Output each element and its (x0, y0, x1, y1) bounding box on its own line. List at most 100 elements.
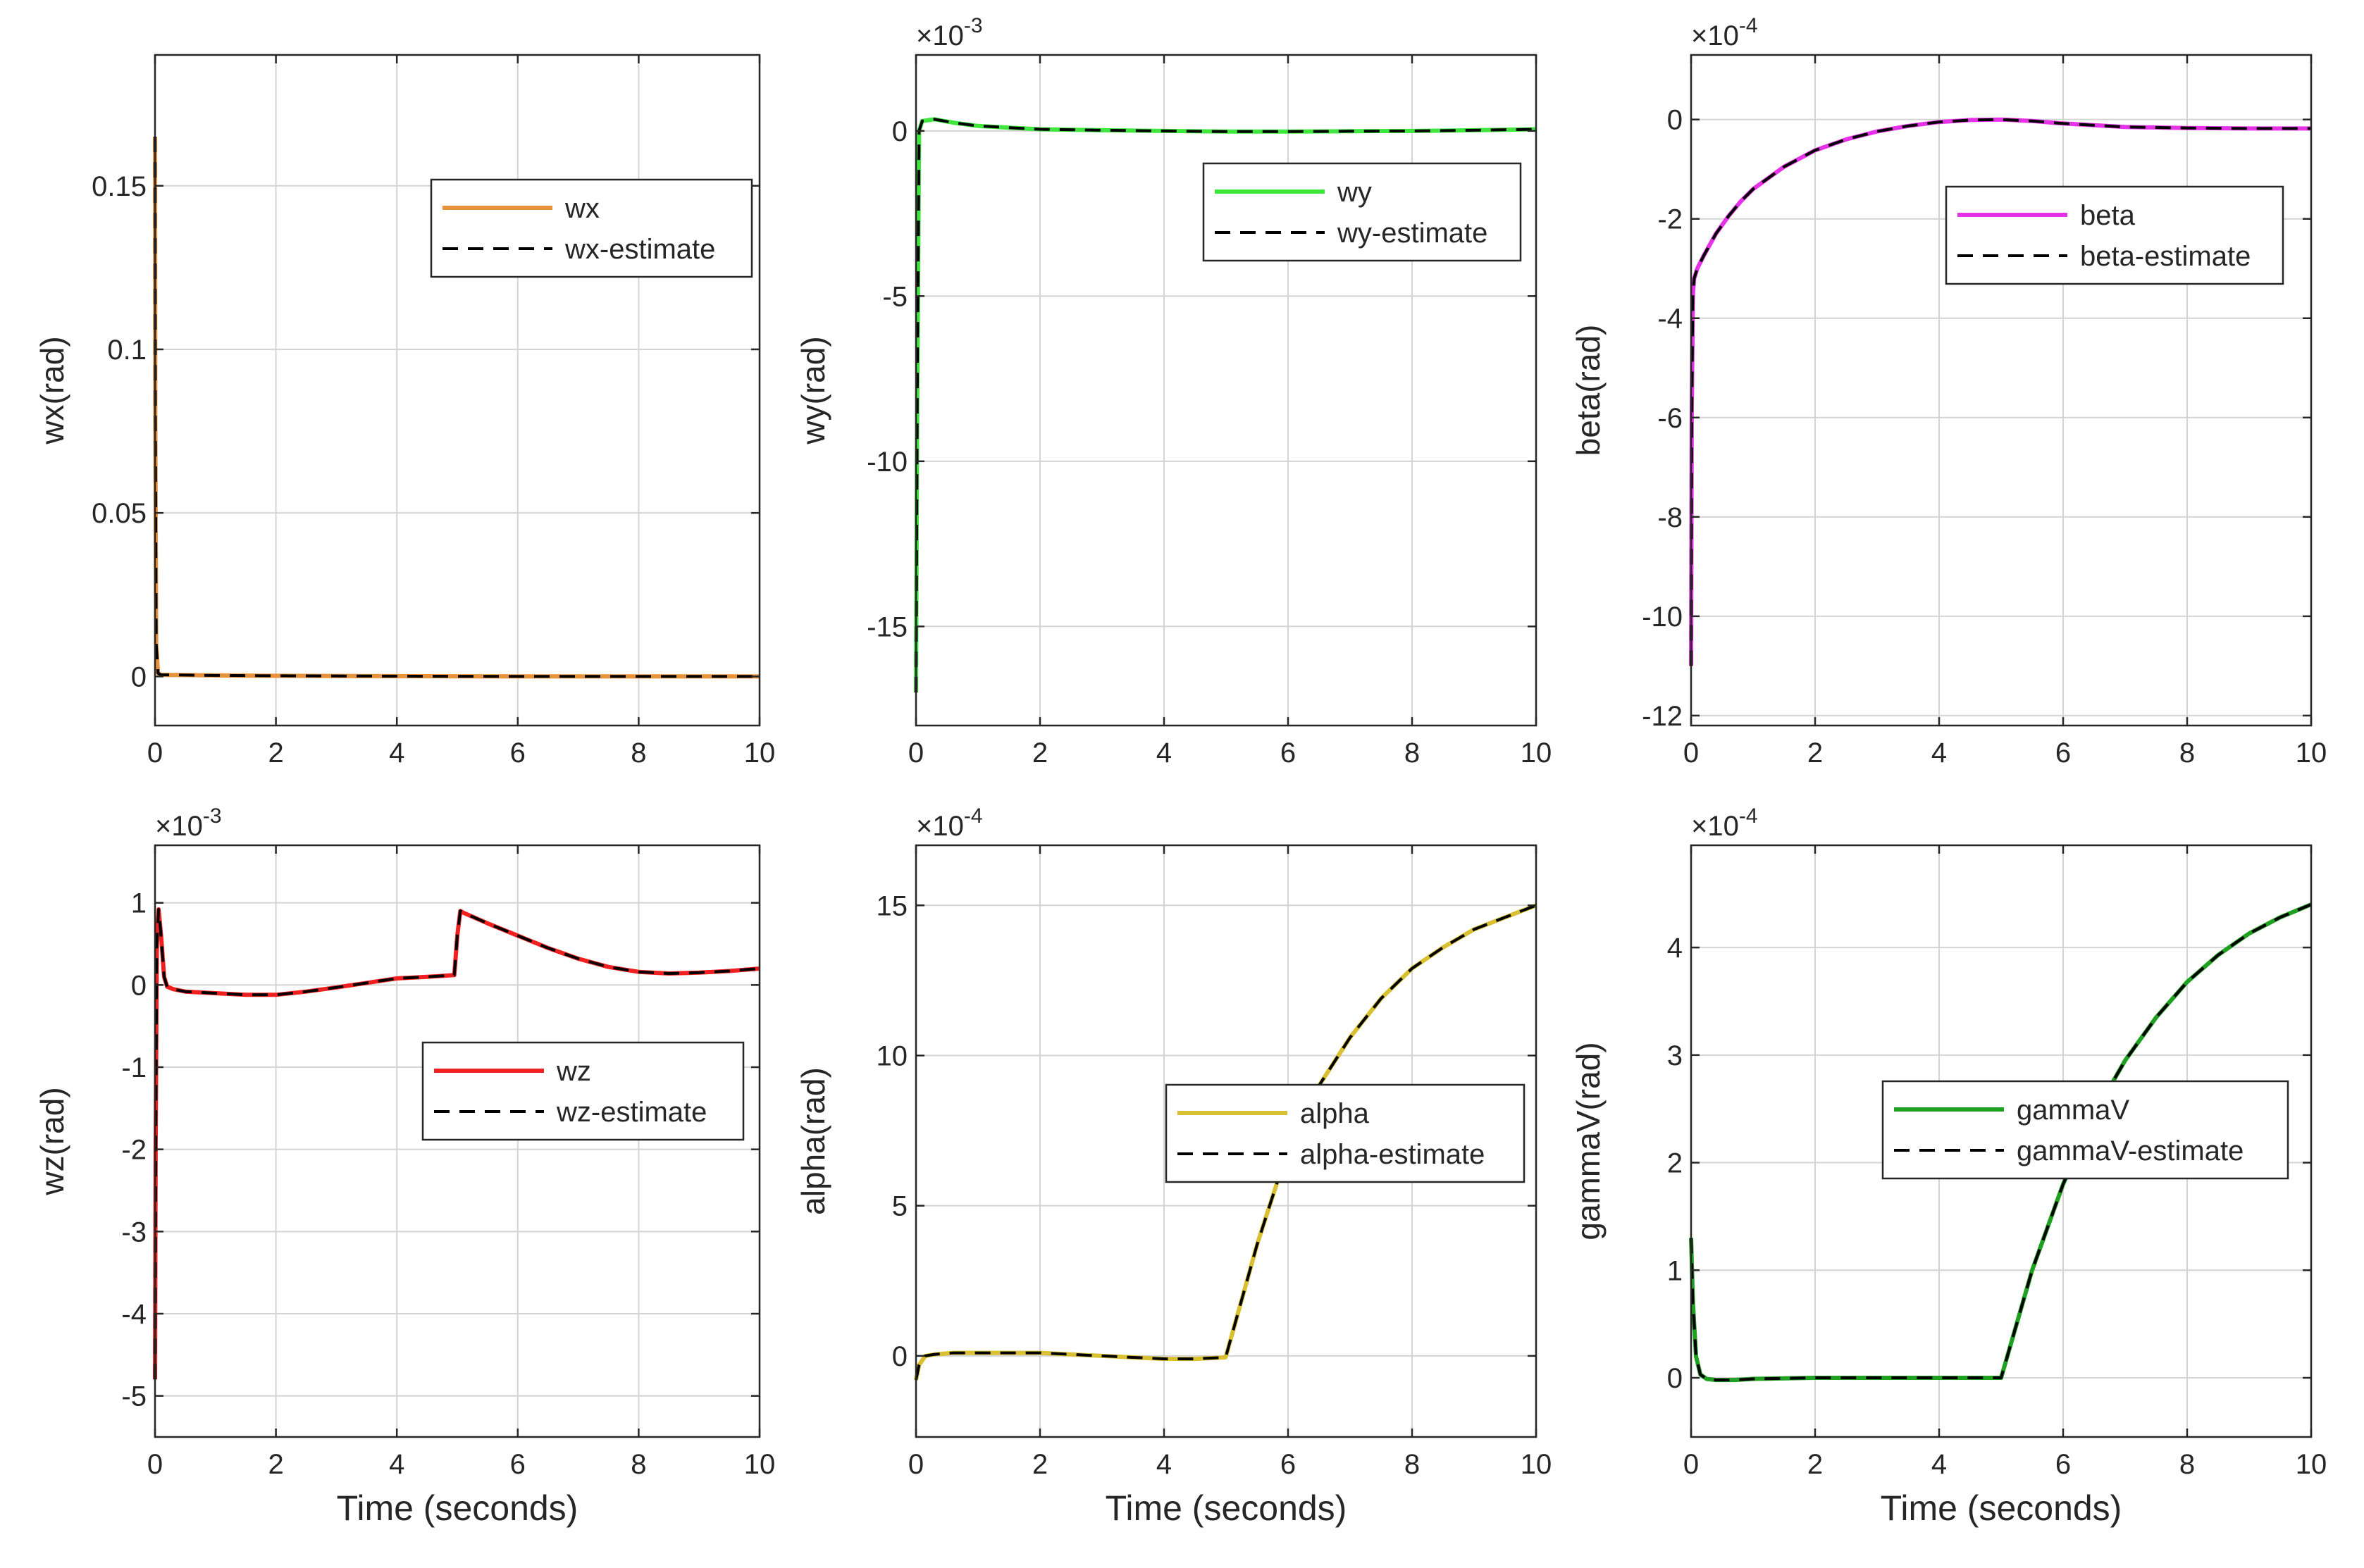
x-tick-label: 6 (510, 1449, 526, 1480)
y-axis-label: gammaV(rad) (1570, 1042, 1607, 1240)
x-tick-label: 8 (2179, 738, 2195, 769)
plot-area (916, 55, 1536, 726)
x-tick-label: 10 (2296, 1449, 2327, 1480)
legend-label-gammaV: gammaV (2017, 1095, 2129, 1126)
x-tick-label: 8 (631, 1449, 646, 1480)
y-axis-label: wx(rad) (34, 336, 70, 444)
y-tick-label: 2 (1667, 1148, 1683, 1179)
x-tick-label: 10 (744, 738, 776, 769)
y-tick-label: 4 (1667, 933, 1683, 964)
y-axis-label: wy(rad) (795, 336, 831, 444)
y-tick-label: -2 (121, 1135, 147, 1166)
axis-multiplier: ×10-3 (155, 804, 222, 842)
axes-frame (154, 844, 761, 1438)
legend-box (1945, 185, 2284, 285)
x-axis-label: Time (seconds) (1106, 1488, 1347, 1528)
axes-frame (1690, 54, 2313, 727)
y-tick-label: 0 (1667, 1363, 1683, 1394)
y-tick-label: -10 (867, 447, 908, 478)
x-tick-label: 6 (2055, 738, 2071, 769)
axis-multiplier: ×10-3 (916, 14, 983, 51)
legend-label-wz-estimate: wz-estimate (556, 1097, 707, 1128)
y-tick-label: 0 (131, 661, 147, 692)
x-tick-label: 8 (1404, 1449, 1420, 1480)
legend-box (1165, 1083, 1526, 1183)
y-tick-label: -5 (121, 1381, 147, 1412)
legend-label-wx: wx (564, 193, 600, 224)
axes-frame (154, 54, 761, 727)
x-tick-label: 4 (389, 1449, 404, 1480)
x-tick-label: 6 (2055, 1449, 2071, 1480)
x-tick-label: 8 (631, 738, 646, 769)
y-tick-label: 0.1 (107, 335, 147, 366)
y-axis-label: wz(rad) (34, 1087, 70, 1195)
y-tick-label: 0 (1667, 105, 1683, 136)
series-line-gammaV-estimate (1690, 903, 2312, 1382)
y-tick-label: 0 (892, 116, 908, 147)
y-tick-label: 0 (892, 1341, 908, 1372)
x-tick-label: 2 (1807, 738, 1823, 769)
x-tick-label: 10 (2296, 738, 2327, 769)
x-tick-label: 10 (744, 1449, 776, 1480)
y-tick-label: 0 (131, 970, 147, 1001)
y-tick-label: -15 (867, 611, 908, 642)
x-tick-label: 10 (1521, 738, 1552, 769)
subplot-alpha: 0 2 4 6 8 10 0 5 10 15 ×10-4 alpha(rad) Time (second… (795, 804, 1552, 1528)
y-tick-label: 0.15 (92, 171, 147, 202)
series-line-wy-estimate (915, 118, 1537, 693)
legend-box (421, 1041, 745, 1141)
plot-area (1691, 55, 2311, 726)
y-tick-label: -5 (882, 281, 908, 312)
y-tick-label: 3 (1667, 1040, 1683, 1071)
subplot-wz: 0 2 4 6 8 10 -5 -4 -3 -2 -1 0 1 ×10-3 wz(rad) Time (sec… (34, 804, 775, 1528)
y-tick-label: 5 (892, 1191, 908, 1222)
x-tick-label: 4 (1931, 1449, 1947, 1480)
legend-label-wz: wz (556, 1056, 591, 1087)
y-tick-label: -3 (121, 1217, 147, 1247)
legend-label-wx-estimate: wx-estimate (564, 234, 715, 265)
x-tick-label: 0 (1683, 1449, 1699, 1480)
x-tick-label: 0 (1683, 738, 1699, 769)
legend-label-gammaV-estimate: gammaV-estimate (2017, 1135, 2244, 1166)
y-tick-label: -6 (1657, 403, 1683, 434)
y-tick-label: -1 (121, 1052, 147, 1083)
axis-multiplier: ×10-4 (916, 804, 983, 842)
y-tick-label: -12 (1642, 701, 1683, 732)
x-axis-label: Time (seconds) (337, 1488, 578, 1528)
series-line-wz-estimate (154, 908, 760, 1380)
legend: wx wx-estimate (430, 178, 753, 278)
x-tick-label: 0 (908, 1449, 924, 1480)
x-tick-label: 4 (1931, 738, 1947, 769)
series-line-beta-estimate (1690, 118, 2311, 666)
y-tick-label: 0.05 (92, 498, 147, 529)
legend-label-alpha: alpha (1300, 1098, 1370, 1129)
x-tick-label: 8 (1404, 738, 1420, 769)
subplot-wx: 0 2 4 6 8 10 0 0.05 0.1 0.15 wx(rad) wx wx-estimate (34, 54, 776, 769)
x-tick-label: 6 (510, 738, 526, 769)
legend-label-beta-estimate: beta-estimate (2080, 241, 2251, 272)
x-tick-label: 10 (1521, 1449, 1552, 1480)
x-axis-label: Time (seconds) (1881, 1488, 2122, 1528)
legend: gammaV gammaV-estimate (1881, 1080, 2289, 1180)
x-tick-label: 4 (389, 738, 404, 769)
legend-label-beta: beta (2080, 200, 2136, 231)
y-axis-label: alpha(rad) (795, 1067, 831, 1215)
series-line-alpha (914, 903, 1537, 1381)
legend-label-wy-estimate: wy-estimate (1337, 218, 1487, 249)
legend: wy wy-estimate (1202, 162, 1522, 262)
x-tick-label: 0 (908, 738, 924, 769)
y-tick-label: 1 (1667, 1255, 1683, 1286)
y-tick-label: -4 (1657, 304, 1683, 335)
y-tick-label: 10 (877, 1040, 908, 1071)
y-tick-label: 1 (131, 888, 147, 919)
legend: wz wz-estimate (421, 1041, 745, 1141)
subplot-wy: 0 2 4 6 8 10 -15 -10 -5 0 ×10-3 wy(rad) wy wy-estimat… (795, 14, 1552, 769)
legend-label-alpha-estimate: alpha-estimate (1300, 1139, 1485, 1170)
x-tick-label: 2 (1807, 1449, 1823, 1480)
axis-multiplier: ×10-4 (1691, 804, 1758, 842)
x-tick-label: 0 (147, 738, 163, 769)
x-tick-label: 0 (147, 1449, 163, 1480)
plot-area (155, 55, 760, 726)
axis-multiplier: ×10-4 (1691, 14, 1758, 51)
axes-frame (915, 844, 1537, 1438)
